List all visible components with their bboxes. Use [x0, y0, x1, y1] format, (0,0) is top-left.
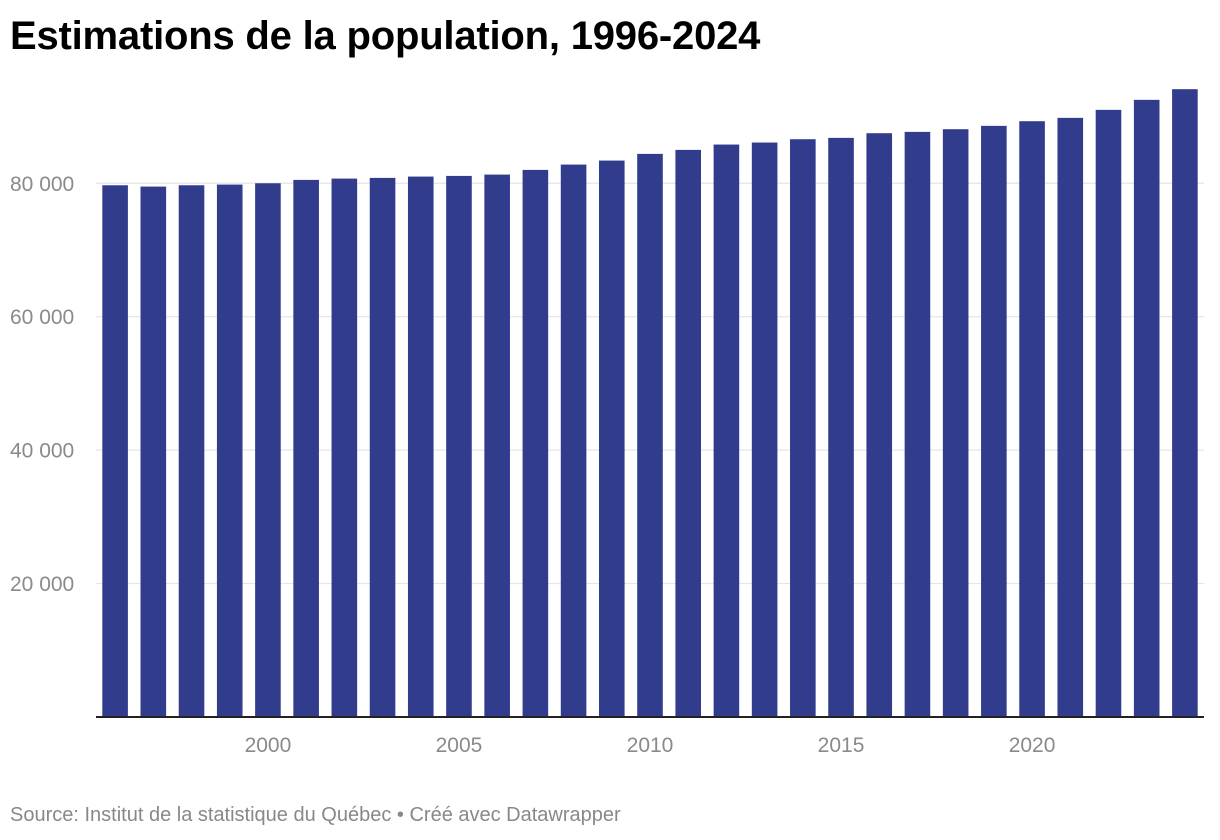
x-tick-label: 2000: [245, 734, 292, 757]
bar-2018: [942, 129, 969, 717]
bar-1997: [140, 186, 167, 717]
bar-2011: [675, 149, 702, 717]
footer-note: Source: Institut de la statistique du Qu…: [10, 802, 621, 828]
bar-2024: [1172, 89, 1198, 717]
bar-2014: [790, 139, 816, 717]
x-axis-tick-labels: 2000 2005 2010 2015 2020: [245, 734, 1056, 757]
bar-2006: [484, 174, 510, 718]
bar-2021: [1057, 117, 1084, 718]
bar-2019: [981, 125, 1007, 717]
population-bar-chart: 20 000 40 000 60 000 80 000 2000 2005 2010 201…: [10, 89, 1204, 757]
y-tick-label: 40 000: [10, 440, 74, 463]
y-tick-label: 60 000: [10, 306, 74, 329]
bar-1998: [178, 185, 205, 717]
bar-2002: [331, 178, 358, 717]
bar-2008: [560, 164, 587, 718]
footer-separator: •: [391, 804, 410, 826]
credit-text: Créé avec Datawrapper: [409, 804, 621, 826]
bar-2005: [446, 175, 472, 717]
bar-2004: [407, 176, 434, 717]
bar-2003: [369, 177, 396, 718]
x-tick-label: 2020: [1009, 734, 1056, 757]
source-text: Source: Institut de la statistique du Qu…: [10, 804, 392, 826]
bar-2007: [522, 169, 549, 717]
bar-2023: [1133, 99, 1160, 717]
bar-2017: [904, 131, 931, 717]
bar-2010: [637, 153, 663, 718]
bar-2020: [1019, 121, 1045, 718]
x-tick-label: 2010: [627, 734, 674, 757]
bar-2016: [866, 133, 893, 717]
x-tick-label: 2005: [436, 734, 483, 757]
bar-1996: [102, 185, 128, 717]
y-axis-tick-labels: 20 000 40 000 60 000 80 000: [10, 173, 74, 596]
bar-2000: [255, 183, 281, 717]
bar-2015: [828, 137, 854, 718]
x-tick-label: 2015: [818, 734, 865, 757]
bars: [102, 89, 1198, 718]
bar-2012: [713, 144, 740, 718]
bar-2022: [1095, 109, 1122, 717]
bar-2013: [751, 142, 778, 717]
bar-1999: [216, 184, 243, 718]
y-tick-label: 80 000: [10, 173, 74, 196]
bar-2001: [293, 179, 319, 717]
bar-2009: [598, 160, 625, 718]
y-tick-label: 20 000: [10, 573, 74, 596]
chart-title: Estimations de la population, 1996-2024: [10, 14, 761, 58]
